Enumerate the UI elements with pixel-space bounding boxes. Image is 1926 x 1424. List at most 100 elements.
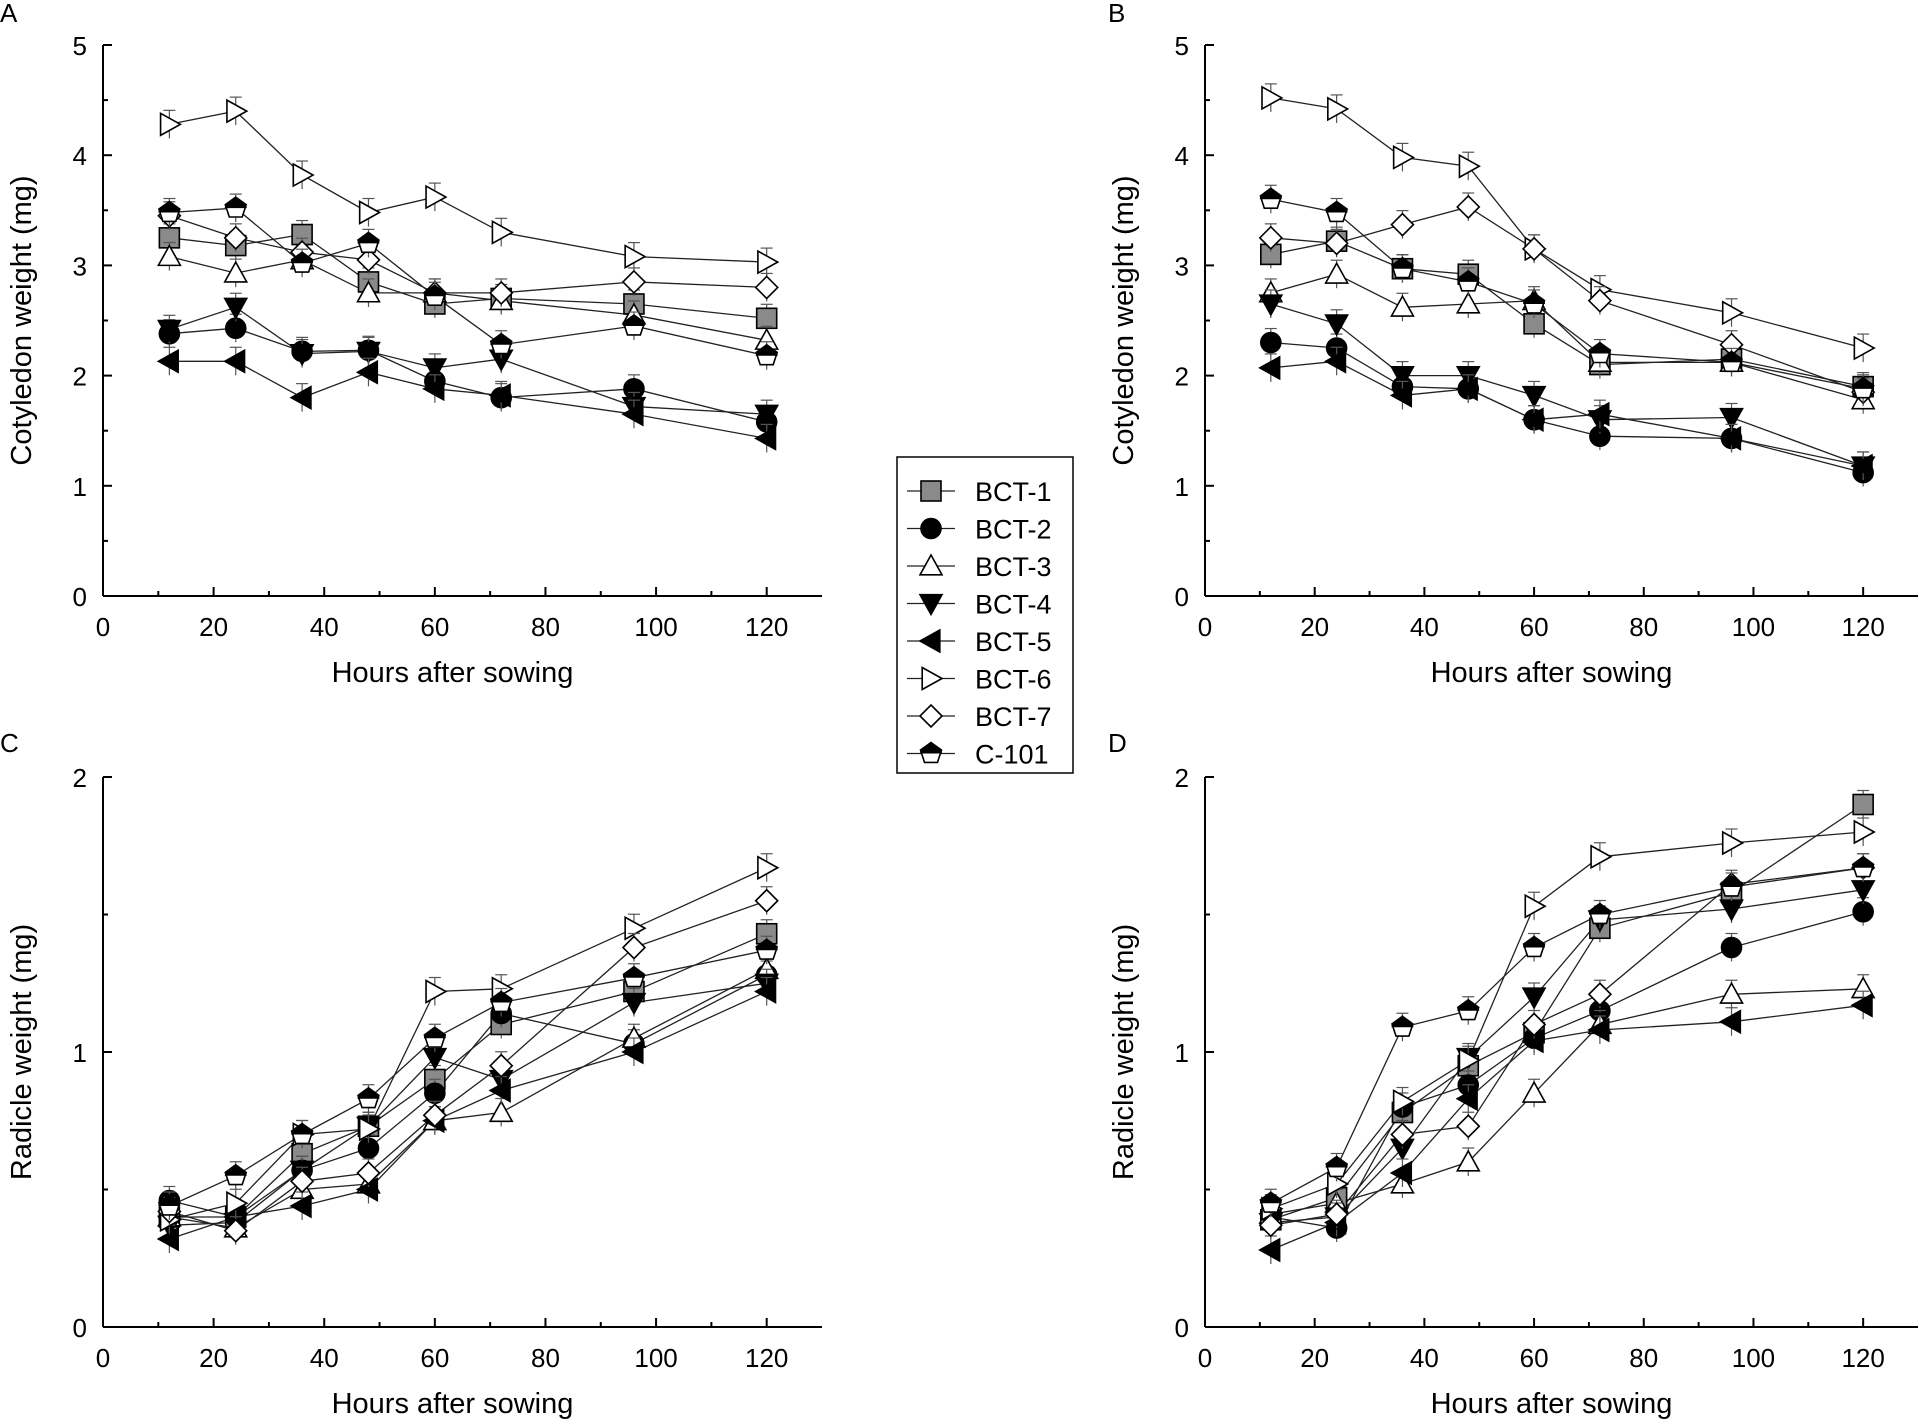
data-point-fill (423, 1027, 446, 1039)
data-point (1521, 1012, 1547, 1037)
series-C-101 (157, 935, 779, 1220)
legend-marker-BCT-2 (920, 517, 942, 540)
data-point (1389, 1160, 1413, 1186)
data-point-fill (622, 966, 645, 978)
y-tick-label: 0 (73, 582, 87, 612)
series-line-BCT-4 (169, 306, 767, 415)
series-BCT-1 (1260, 789, 1874, 1234)
legend-label: C-101 (975, 740, 1049, 770)
y-tick-label: 3 (1175, 251, 1189, 281)
legend-marker-BCT-1 (920, 480, 942, 502)
data-point (1587, 982, 1613, 1007)
series-line-BCT-4 (1270, 889, 1864, 1224)
x-tick-label: 120 (745, 1343, 788, 1373)
data-point (1850, 992, 1873, 1018)
data-point-fill (1523, 936, 1546, 948)
series-line-BCT-1 (169, 233, 767, 319)
y-tick-label: 1 (1175, 1038, 1189, 1068)
data-point (1853, 819, 1876, 845)
data-point (1456, 1114, 1481, 1139)
series-line-BCT-1 (1270, 803, 1864, 1221)
panel-A: A 0 1 2 3 4 5 0 20 40 60 80 100 120 Hours after sowing… (0, 0, 822, 689)
y-tick-label: 0 (73, 1313, 87, 1343)
x-tick-label: 0 (1198, 1343, 1212, 1373)
series-line-BCT-6 (169, 110, 767, 263)
y-axis-label: Radicle weight (mg) (1108, 924, 1140, 1180)
data-point (755, 307, 778, 330)
y-tick-label: 2 (1175, 362, 1189, 392)
data-point (424, 1082, 446, 1105)
series-line-BCT-5 (1270, 1004, 1864, 1251)
data-point-fill (423, 285, 446, 297)
data-point (754, 404, 780, 427)
series-line-BCT-4 (1270, 303, 1864, 467)
legend-label: BCT-4 (975, 590, 1052, 620)
series-line-BCT-6 (1270, 831, 1864, 1210)
series-BCT-5 (1258, 346, 1873, 480)
x-tick-label: 80 (1629, 1343, 1658, 1373)
x-tick-label: 100 (634, 612, 677, 642)
data-point (1260, 331, 1282, 354)
legend-label: BCT-1 (975, 477, 1052, 507)
data-point (1390, 1122, 1415, 1147)
series-line-BCT-5 (1270, 360, 1864, 467)
series-BCT-3 (157, 954, 780, 1242)
data-point-fill (1852, 856, 1875, 868)
series-BCT-1 (158, 919, 778, 1231)
data-point (1853, 335, 1876, 361)
legend-marker-BCT-5 (918, 628, 941, 654)
data-point (491, 219, 514, 245)
legend-marker-BCT-4 (918, 593, 944, 617)
series-BCT-4 (157, 968, 780, 1240)
data-point (223, 348, 246, 374)
legend-label: BCT-6 (975, 665, 1052, 695)
data-point-fill (357, 232, 380, 244)
data-point (1458, 1047, 1481, 1073)
data-point (157, 243, 182, 267)
data-point (1327, 1171, 1350, 1197)
data-point-fill (755, 344, 778, 356)
series-C-101 (1259, 184, 1875, 403)
data-point (1852, 900, 1874, 923)
data-point-fill (291, 1123, 314, 1135)
series-C-101 (1259, 853, 1875, 1218)
data-point (1392, 145, 1416, 170)
data-point (1524, 893, 1547, 919)
x-tick-label: 80 (1629, 612, 1658, 642)
data-point (754, 979, 777, 1004)
series-BCT-5 (156, 346, 777, 453)
legend: BCT-1 BCT-2 BCT-3 BCT-4 BCT-5 BCT-6 BCT-7 C-101 (896, 456, 1074, 774)
x-tick-label: 120 (1841, 1343, 1884, 1373)
series-BCT-7 (1258, 853, 1876, 1240)
x-axis-label: Hours after sowing (332, 1388, 574, 1420)
series-BCT-2 (1260, 897, 1874, 1242)
data-point (1390, 365, 1415, 389)
series-line-BCT-6 (169, 867, 767, 1221)
data-point (754, 888, 779, 913)
data-point-fill (1391, 257, 1414, 269)
series-line-BCT-3 (169, 255, 767, 341)
legend-marker-BCT-7 (918, 703, 944, 729)
series-line-C-101 (1270, 867, 1864, 1204)
data-point (425, 979, 448, 1004)
data-point (1521, 407, 1544, 433)
x-tick-label: 0 (96, 612, 110, 642)
x-tick-label: 120 (745, 612, 788, 642)
data-point (1390, 294, 1415, 317)
series-line-C-101 (169, 207, 767, 357)
data-point (1587, 401, 1610, 427)
data-point (1458, 153, 1481, 179)
data-point (422, 376, 445, 402)
x-tick-label: 40 (1410, 612, 1439, 642)
series-line-BCT-5 (169, 360, 767, 440)
data-point-fill (622, 315, 645, 327)
y-axis-label: Radicle weight (mg) (6, 924, 38, 1180)
data-point-fill (1259, 1192, 1282, 1204)
x-tick-label: 40 (1410, 1343, 1439, 1373)
data-point (1587, 1017, 1610, 1043)
data-point-fill (1720, 876, 1743, 887)
data-point (1718, 1009, 1742, 1035)
panel-label-B: B (1108, 0, 1125, 28)
y-tick-label: 5 (73, 31, 87, 61)
series-line-C-101 (1270, 198, 1864, 390)
